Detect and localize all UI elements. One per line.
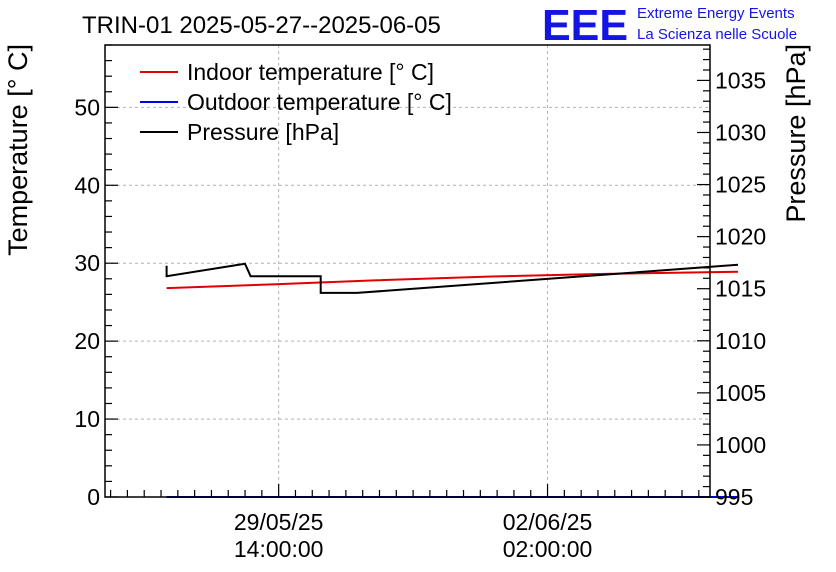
y-left-tick-label: 50 — [74, 94, 100, 120]
y-right-tick-label: 1030 — [715, 119, 766, 145]
y-left-tick-label: 0 — [87, 484, 100, 510]
logo-line2: La Scienza nelle Scuole — [637, 26, 797, 43]
y-right-tick-label: 1035 — [715, 67, 766, 93]
y-right-tick-label: 1000 — [715, 432, 766, 458]
axes: 0102030405099510001005101010151020102510… — [74, 44, 766, 562]
x-tick-label-time: 14:00:00 — [234, 536, 324, 562]
y-right-tick-label: 1025 — [715, 172, 766, 198]
y-right-tick-label: 1005 — [715, 380, 766, 406]
logo-line1: Extreme Energy Events — [637, 5, 795, 22]
y-right-label: Pressure [hPa] — [781, 44, 811, 223]
y-left-tick-label: 10 — [74, 406, 100, 432]
chart-title: TRIN-01 2025-05-27--2025-06-05 — [82, 12, 441, 39]
legend: Indoor temperature [° C] Outdoor temperat… — [140, 59, 452, 145]
y-left-tick-label: 30 — [74, 250, 100, 276]
y-left-tick-label: 40 — [74, 172, 100, 198]
legend-label-3: Pressure [hPa] — [187, 119, 339, 145]
grid-lines — [105, 45, 710, 497]
plot-frame — [104, 44, 711, 498]
y-right-tick-label: 1015 — [715, 276, 766, 302]
y-left-label: Temperature [° C] — [3, 44, 33, 256]
x-tick-label-time: 02:00:00 — [503, 536, 593, 562]
y-right-tick-label: 1010 — [715, 328, 766, 354]
eee-logo: EEE Extreme Energy Events La Scienza nel… — [542, 1, 797, 50]
y-right-tick-label: 1020 — [715, 224, 766, 250]
x-tick-label-date: 02/06/25 — [503, 509, 593, 535]
x-tick-label-date: 29/05/25 — [234, 509, 324, 535]
series-lines — [165, 262, 739, 498]
y-right-tick-label: 995 — [715, 484, 753, 510]
legend-label-1: Indoor temperature [° C] — [187, 59, 434, 85]
logo-letters: EEE — [542, 1, 628, 50]
y-left-tick-label: 20 — [74, 328, 100, 354]
legend-label-2: Outdoor temperature [° C] — [187, 89, 452, 115]
series-line-3 — [165, 262, 739, 294]
